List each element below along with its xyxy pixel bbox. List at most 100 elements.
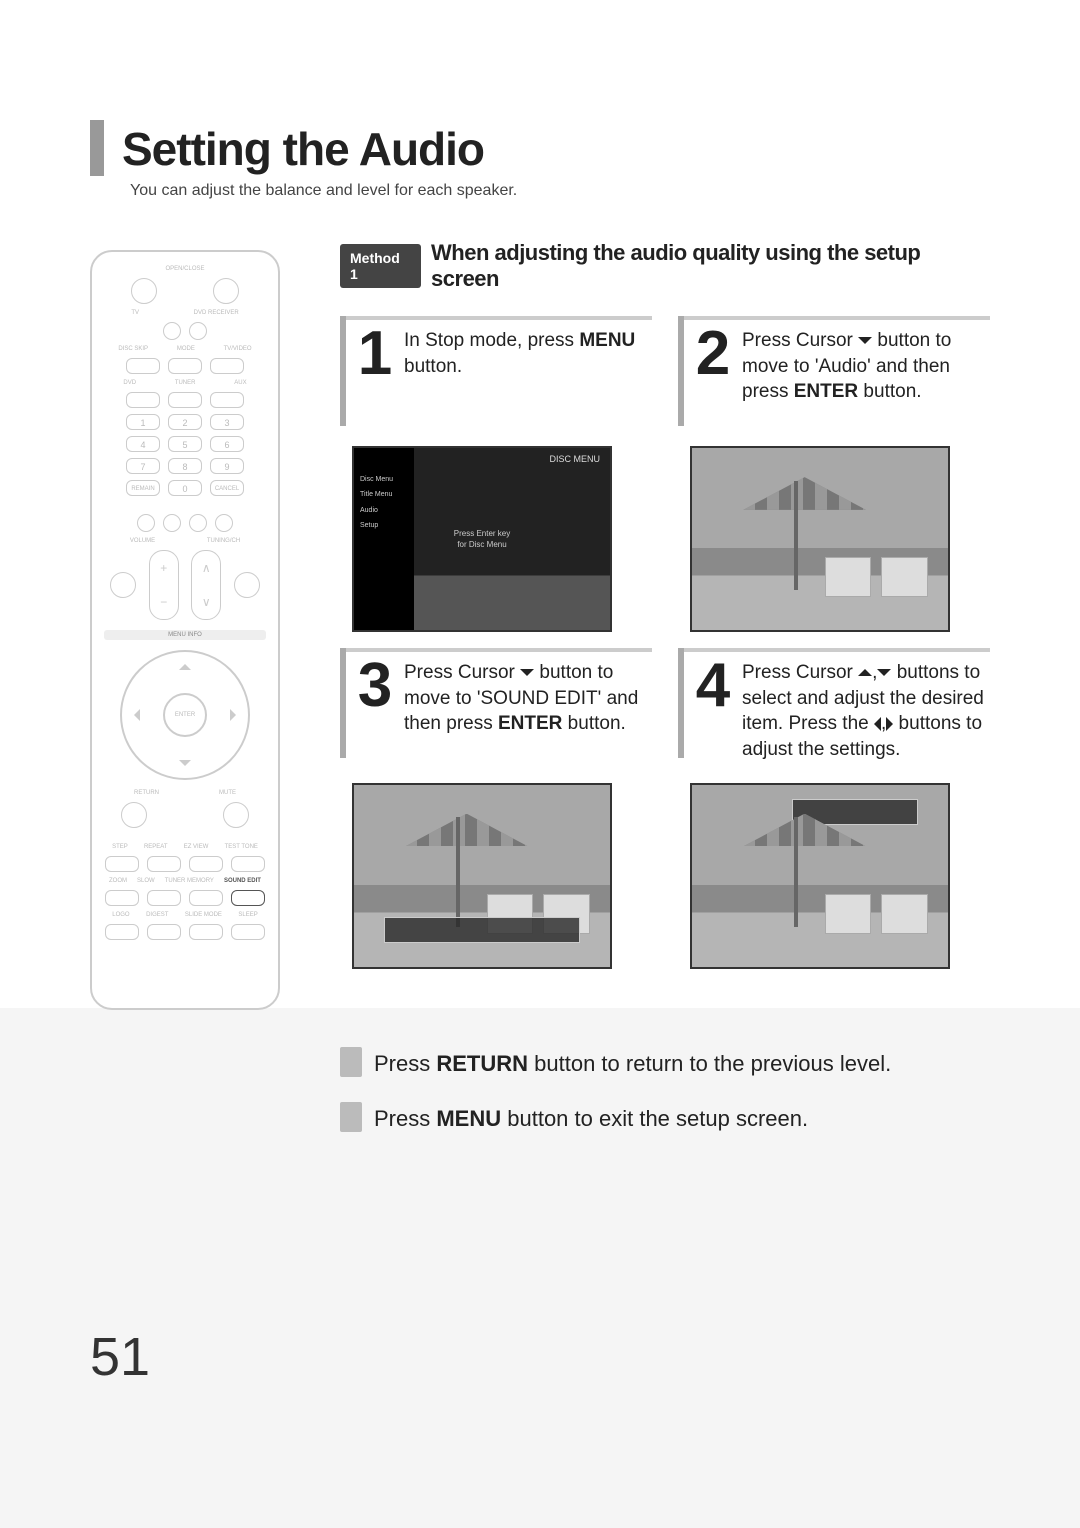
remote-label: DISC SKIP <box>118 346 148 352</box>
text-fragment: Press Cursor <box>742 662 858 683</box>
play-pause-icon <box>189 514 207 532</box>
text-fragment: In Stop mode, press <box>404 330 579 351</box>
note-menu: Press MENU button to exit the setup scre… <box>340 1102 990 1135</box>
remote-label: TUNER <box>175 380 196 386</box>
text-fragment: button. <box>404 356 462 377</box>
remote-btn <box>189 890 223 906</box>
remote-btn <box>147 924 181 940</box>
remote-btn <box>168 358 202 374</box>
remote-btn <box>189 856 223 872</box>
osd-item: Setup <box>360 518 393 533</box>
osd-center-text: Press Enter key for Disc Menu <box>454 528 510 550</box>
screenshot-step-3 <box>340 779 652 969</box>
remote-label: REPEAT <box>144 844 168 850</box>
beach-screenshot <box>690 446 950 632</box>
remote-label: SLOW <box>137 878 155 884</box>
osd-line: for Disc Menu <box>454 539 510 550</box>
note-text: Press MENU button to exit the setup scre… <box>374 1102 808 1135</box>
remote-btn <box>105 856 139 872</box>
remote-btn <box>231 856 265 872</box>
bold-fragment: ENTER <box>794 381 858 402</box>
step-1: 1 In Stop mode, press MENU button. <box>340 316 652 426</box>
remote-btn <box>210 358 244 374</box>
remote-btn <box>231 924 265 940</box>
text-fragment: button. <box>858 381 921 402</box>
remote-label: EZ VIEW <box>184 844 209 850</box>
page-number: 51 <box>90 1326 150 1388</box>
keypad-3: 3 <box>210 414 244 430</box>
page-title: Setting the Audio <box>122 122 484 176</box>
cursor-down-icon <box>877 669 891 676</box>
cursor-down-icon <box>520 669 534 676</box>
dpad-icon: ENTER <box>120 650 250 780</box>
remote-btn <box>105 890 139 906</box>
steps-column: Method 1 When adjusting the audio qualit… <box>340 240 990 1157</box>
return-btn-icon <box>121 802 147 828</box>
remote-label: TUNING/CH <box>207 538 240 544</box>
note-bar-icon <box>340 1047 362 1077</box>
remote-btn <box>210 392 244 408</box>
osd-screenshot: DISC MENU Disc Menu Title Menu Audio Set… <box>352 446 612 632</box>
keypad-5: 5 <box>168 436 202 452</box>
steps-grid: 1 In Stop mode, press MENU button. 2 Pre… <box>340 316 990 969</box>
remote-label: TV/VIDEO <box>224 346 252 352</box>
tuning-rocker-icon: ∧∨ <box>191 550 221 620</box>
remote-btn <box>147 856 181 872</box>
bold-fragment: ENTER <box>498 713 562 734</box>
osd-item: Disc Menu <box>360 472 393 487</box>
osd-sidebar: Disc Menu Title Menu Audio Setup <box>360 472 393 534</box>
keypad-0: 0 <box>168 480 202 496</box>
step-number: 4 <box>692 658 734 763</box>
text-fragment: Press Cursor <box>404 662 520 683</box>
remote-label: STEP <box>112 844 128 850</box>
pl2-effect-btn <box>234 572 260 598</box>
remote-btn <box>126 392 160 408</box>
remote-btn <box>189 924 223 940</box>
text-fragment: Press Cursor <box>742 330 858 351</box>
cancel-btn: CANCEL <box>210 480 244 496</box>
enter-button-icon: ENTER <box>163 693 207 737</box>
step-marker <box>340 316 346 426</box>
step-marker <box>340 648 346 758</box>
method-title: When adjusting the audio quality using t… <box>431 240 990 292</box>
eject-button-icon <box>213 278 239 304</box>
step-text: Press Cursor button to move to 'SOUND ED… <box>404 658 652 763</box>
step-text: Press Cursor button to move to 'Audio' a… <box>742 326 990 426</box>
content-row: OPEN/CLOSE TV DVD RECEIVER DISC SKIP MOD… <box>90 240 990 1157</box>
title-accent-bar <box>90 120 104 176</box>
keypad-2: 2 <box>168 414 202 430</box>
remote-label: MODE <box>177 346 195 352</box>
pl2-mode-btn <box>110 572 136 598</box>
bold-fragment: MENU <box>579 330 635 351</box>
screenshot-step-2 <box>678 442 990 632</box>
keypad-9: 9 <box>210 458 244 474</box>
bold-fragment: RETURN <box>436 1051 528 1076</box>
remote-label: SLIDE MODE <box>185 912 222 918</box>
next-icon <box>215 514 233 532</box>
volume-rocker-icon: +− <box>149 550 179 620</box>
keypad-6: 6 <box>210 436 244 452</box>
keypad-7: 7 <box>126 458 160 474</box>
step-text: In Stop mode, press MENU button. <box>404 326 652 426</box>
note-return: Press RETURN button to return to the pre… <box>340 1047 990 1080</box>
osd-line: Press Enter key <box>454 528 510 539</box>
remote-btn <box>231 890 265 906</box>
bold-fragment: MENU <box>436 1106 501 1131</box>
note-text: Press RETURN button to return to the pre… <box>374 1047 891 1080</box>
method-badge: Method 1 <box>340 244 421 288</box>
remote-btn <box>147 890 181 906</box>
bottom-notes: Press RETURN button to return to the pre… <box>340 1047 990 1157</box>
keypad-1: 1 <box>126 414 160 430</box>
step-number: 3 <box>354 658 396 763</box>
remote-label: VOLUME <box>130 538 155 544</box>
osd-item: Title Menu <box>360 487 393 502</box>
remote-btn <box>189 322 207 340</box>
step-3: 3 Press Cursor button to move to 'SOUND … <box>340 648 652 763</box>
remote-label: ZOOM <box>109 878 127 884</box>
prev-icon <box>137 514 155 532</box>
remote-label: SLEEP <box>238 912 257 918</box>
beach-screenshot-overlay <box>352 783 612 969</box>
remote-label: AUX <box>234 380 246 386</box>
cursor-up-icon <box>858 669 872 676</box>
step-4: 4 Press Cursor , buttons to select and a… <box>678 648 990 763</box>
